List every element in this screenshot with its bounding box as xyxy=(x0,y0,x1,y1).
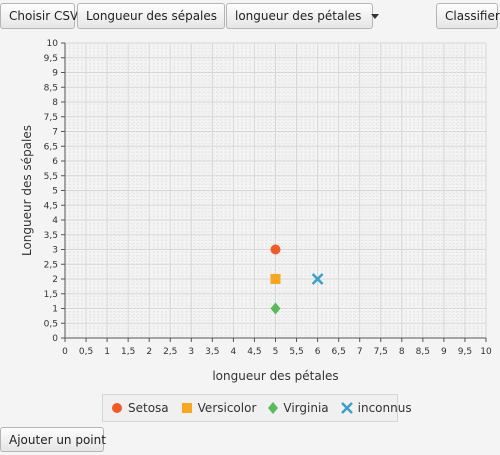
y-tick-label: 6,5 xyxy=(44,142,58,152)
y-tick-label: 2,5 xyxy=(44,260,58,270)
x-tick-label: 5,5 xyxy=(289,347,303,357)
legend-item-inconnus: inconnus xyxy=(340,401,412,415)
legend-label: inconnus xyxy=(357,401,412,415)
x-tick-label: 3,5 xyxy=(205,347,219,357)
x-tick-label: 6 xyxy=(315,347,321,357)
legend-label: Versicolor xyxy=(197,401,257,415)
x-tick-label: 8,5 xyxy=(416,347,430,357)
legend-item-versicolor: Versicolor xyxy=(181,401,257,415)
x-tick-label: 1 xyxy=(104,347,110,357)
y-tick-label: 5,5 xyxy=(44,172,58,182)
cross-marker-icon xyxy=(340,402,353,414)
y-tick-label: 1 xyxy=(52,305,58,315)
circle-marker-icon xyxy=(112,403,122,413)
x-tick-label: 5 xyxy=(273,347,279,357)
x-tick-label: 10 xyxy=(480,347,492,357)
y-tick-label: 9,5 xyxy=(44,54,58,64)
y-tick-label: 4 xyxy=(52,216,58,226)
y-tick-label: 0,5 xyxy=(44,319,58,329)
scatter-chart: 00 0,5 0,5 1 1 1,5 1,5 2 2 2,5 2,5 3 3 3,5 3,5 4 4 4,5 4,5… xyxy=(20,39,492,383)
data-point-virginia xyxy=(270,302,281,315)
y-tick-label: 3,5 xyxy=(44,231,58,241)
y-tick-label: 7,5 xyxy=(44,113,58,123)
data-point-setosa xyxy=(270,244,281,255)
classify-button[interactable]: Classifier xyxy=(436,3,500,29)
diamond-marker-icon xyxy=(268,402,279,414)
x-tick-label: 2,5 xyxy=(163,347,177,357)
x-tick-label: 2 xyxy=(146,347,152,357)
x-tick-label: 4 xyxy=(231,347,237,357)
x-tick-label: 8 xyxy=(399,347,405,357)
y-tick-label: 5 xyxy=(52,187,58,197)
y-axis-label: Longueur des sépales xyxy=(20,125,34,256)
data-point-versicolor xyxy=(270,274,281,284)
x-tick-label: 4,5 xyxy=(247,347,261,357)
x-tick-label: 3 xyxy=(188,347,194,357)
x-axis-select-value: Longueur des sépales xyxy=(86,9,218,23)
x-tick-label: 1,5 xyxy=(121,347,135,357)
data-point-inconnus xyxy=(311,273,324,285)
y-tick-label: 0 xyxy=(52,334,58,344)
add-point-button[interactable]: Ajouter un point xyxy=(0,427,106,452)
legend-label: Virginia xyxy=(283,401,329,415)
x-tick-label: 7 xyxy=(357,347,363,357)
y-tick-label: 8 xyxy=(52,98,58,108)
y-axis-select-value: longueur des pétales xyxy=(235,9,362,23)
x-axis-label: longueur des pétales xyxy=(212,369,338,383)
y-tick-label: 10 xyxy=(47,39,59,49)
x-tick-label: 0,5 xyxy=(79,347,93,357)
legend-item-setosa: Setosa xyxy=(111,401,169,415)
y-tick-label: 3 xyxy=(52,246,58,256)
x-tick-label: 9 xyxy=(441,347,447,357)
y-tick-label: 1,5 xyxy=(44,290,58,300)
chart-legend: Setosa Versicolor Virginia inconnus xyxy=(102,394,412,422)
x-tick-label: 9,5 xyxy=(458,347,472,357)
y-tick-label: 7 xyxy=(52,128,58,138)
y-tick-label: 2 xyxy=(52,275,58,285)
legend-item-virginia: Virginia xyxy=(268,401,329,415)
x-tick-label: 7,5 xyxy=(374,347,388,357)
y-tick-label: 9 xyxy=(52,69,58,79)
y-tick-label: 4,5 xyxy=(44,201,58,211)
y-tick-label: 6 xyxy=(52,157,58,167)
chevron-down-icon xyxy=(371,13,380,19)
legend-label: Setosa xyxy=(128,401,169,415)
y-axis-select[interactable]: longueur des pétales xyxy=(226,3,380,29)
x-tick-label: 6,5 xyxy=(331,347,345,357)
y-tick-label: 8,5 xyxy=(44,83,58,93)
choose-csv-button[interactable]: Choisir CSV xyxy=(0,3,78,29)
square-marker-icon xyxy=(181,403,192,413)
x-axis-select[interactable]: Longueur des sépales xyxy=(77,3,236,29)
x-tick-label: 0 xyxy=(62,347,68,357)
